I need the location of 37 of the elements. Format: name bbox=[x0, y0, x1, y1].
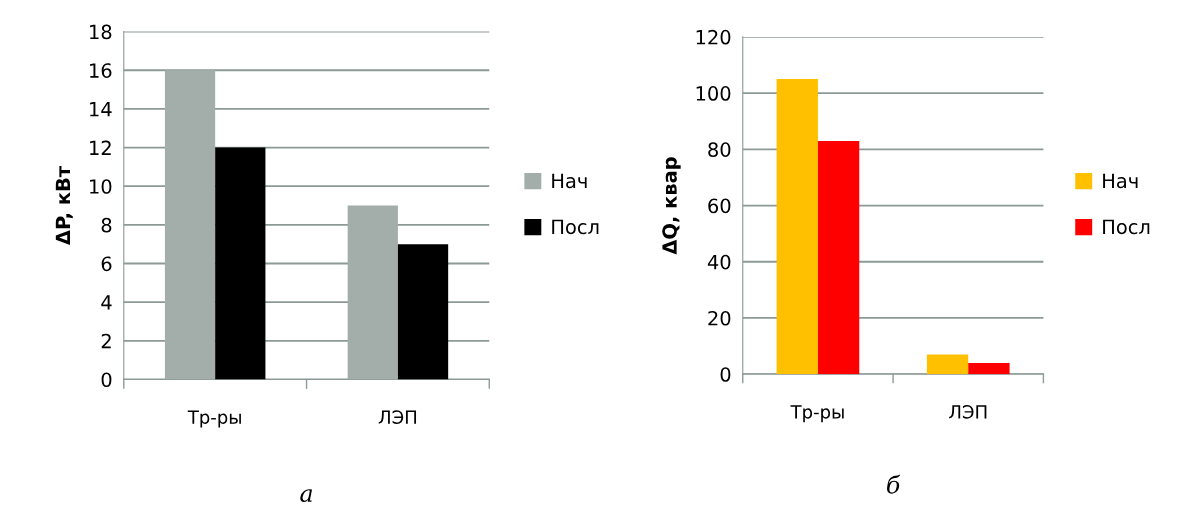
y-axis-title: ΔP, кВт bbox=[55, 166, 73, 246]
y-tick-label: 4 bbox=[101, 295, 112, 310]
bar bbox=[968, 362, 1010, 375]
bar bbox=[347, 205, 398, 380]
y-tick-label: 0 bbox=[101, 372, 112, 388]
y-tick-label: 12 bbox=[90, 140, 111, 155]
x-tick-label: ЛЭП bbox=[949, 405, 987, 419]
bar bbox=[926, 354, 969, 375]
bar bbox=[397, 244, 449, 380]
y-axis-title: ΔQ, квар bbox=[662, 157, 681, 255]
bar bbox=[164, 70, 216, 380]
x-tick-label: Тр-ры bbox=[790, 405, 844, 423]
y-tick-label: 18 bbox=[90, 24, 112, 40]
legend-label: Посл bbox=[1103, 219, 1150, 235]
legend-label: Посл bbox=[552, 219, 599, 235]
y-tick-label: 16 bbox=[90, 63, 112, 78]
y-tick-label: 10 bbox=[90, 179, 112, 194]
legend-label: Нач bbox=[1103, 173, 1138, 189]
y-tick-label: 120 bbox=[696, 29, 731, 45]
bar bbox=[776, 79, 818, 375]
y-tick-label: 40 bbox=[707, 254, 731, 270]
bar bbox=[817, 140, 860, 375]
legend-label: Нач bbox=[552, 173, 587, 189]
text: б bbox=[887, 474, 901, 494]
y-tick-label: 6 bbox=[101, 256, 112, 272]
x-tick-label: ЛЭП bbox=[378, 410, 417, 424]
x-tick-label: Тр-ры bbox=[187, 410, 241, 428]
y-tick-label: 8 bbox=[101, 217, 112, 233]
y-tick-label: 14 bbox=[90, 102, 112, 117]
y-tick-label: 80 bbox=[708, 142, 731, 157]
y-tick-label: 60 bbox=[708, 198, 731, 214]
bar bbox=[215, 147, 266, 380]
y-tick-label: 20 bbox=[708, 310, 731, 326]
text: а bbox=[300, 489, 312, 503]
y-tick-label: 0 bbox=[720, 367, 731, 382]
y-tick-label: 2 bbox=[101, 333, 111, 349]
y-tick-label: 100 bbox=[696, 86, 731, 101]
